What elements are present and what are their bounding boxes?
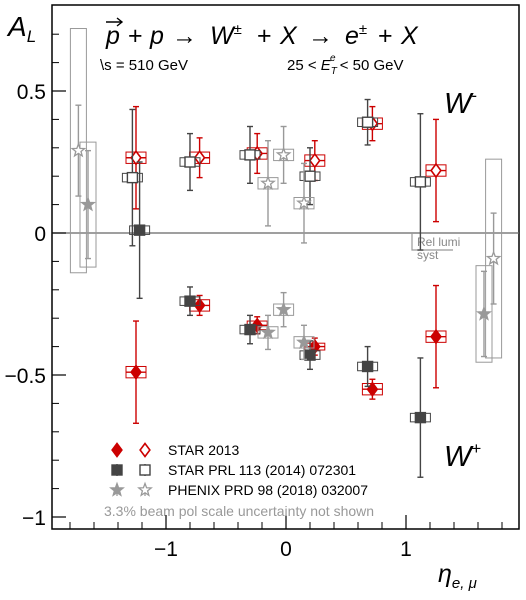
x-axis-label: ηe, μ [438, 560, 477, 592]
data-point [244, 149, 256, 161]
data-point [184, 156, 196, 168]
legend-entry: STAR PRL 113 (2014) 072301 [111, 462, 356, 478]
svg-text:p: p [105, 22, 120, 50]
y-tick-label: 0 [34, 223, 46, 246]
x-tick-label: 1 [400, 538, 412, 561]
legend-entry: STAR 2013 [111, 442, 240, 458]
data-point [130, 364, 142, 380]
footnote: 3.3% beam pol scale uncertainty not show… [104, 503, 374, 519]
data-point [414, 176, 427, 188]
data-point [361, 360, 374, 373]
reaction-title: p + p → W± + X → e± + X [105, 17, 419, 50]
svg-text:W±: W± [210, 21, 242, 50]
axes: 0.5 0 −0.5 −1 −1 0 1 [5, 33, 503, 561]
series-square-closed [129, 161, 431, 478]
data-point [414, 411, 427, 424]
data-point [80, 196, 96, 212]
legend-label: STAR 2013 [168, 442, 240, 458]
data-point [430, 162, 442, 179]
w-plus-label: W+ [444, 439, 481, 473]
svg-text:+: + [378, 22, 393, 50]
data-point [304, 349, 316, 361]
legend-marker-open [139, 464, 151, 476]
svg-text:X: X [279, 22, 298, 50]
legend-marker-closed [111, 464, 123, 476]
data-point [126, 171, 139, 184]
sys-box [485, 158, 503, 359]
y-tick-label: −1 [22, 507, 46, 530]
et-cut-label: 25 < ETe < 50 GeV [287, 53, 404, 77]
data-point [275, 301, 292, 317]
data-point [308, 152, 321, 169]
svg-text:+: + [128, 22, 143, 50]
y-tick-label: −0.5 [5, 365, 46, 388]
data-point [260, 174, 276, 191]
data-point [244, 323, 256, 336]
data-point [70, 142, 87, 158]
data-point [133, 224, 146, 236]
svg-text:X: X [400, 22, 419, 50]
data-point [485, 250, 502, 266]
rel-lumi-text-1: Rel lumi [417, 235, 460, 249]
data-point [184, 295, 196, 307]
data-marks [69, 28, 503, 478]
data-point [296, 333, 312, 350]
data-point [430, 328, 442, 345]
legend-entry: PHENIX PRD 98 (2018) 032007 [109, 481, 368, 498]
energy-label: \s = 510 GeV [100, 57, 188, 74]
data-point [275, 146, 292, 162]
svg-text:p: p [149, 22, 164, 50]
y-axis-label: AL [6, 11, 36, 46]
series-diamond-closed [125, 284, 447, 424]
svg-text:+: + [257, 22, 272, 50]
svg-text:→: → [172, 22, 197, 50]
legend-marker-open [137, 481, 153, 497]
legend: STAR 2013 STAR PRL 113 (2014) 072301 PHENI… [109, 442, 368, 498]
series-star-open [69, 28, 503, 359]
sys-box [69, 28, 87, 274]
rel-lumi-text-2: syst [417, 248, 439, 262]
legend-marker-closed [109, 481, 125, 497]
sys-box [475, 265, 493, 363]
w-minus-label: W- [444, 86, 477, 120]
y-tick-label: 0.5 [17, 81, 46, 104]
data-point [476, 305, 492, 321]
data-point [304, 170, 316, 182]
svg-text:e±: e± [345, 21, 367, 50]
legend-label: STAR PRL 113 (2014) 072301 [168, 462, 356, 478]
x-tick-label: −1 [154, 538, 178, 561]
data-point [296, 194, 312, 210]
data-point [260, 324, 276, 340]
series-diamond-open [125, 105, 447, 223]
rel-lumi-annotation: Rel lumi syst [411, 233, 460, 262]
legend-label: PHENIX PRD 98 (2018) 032007 [168, 482, 368, 498]
sys-box [79, 141, 97, 268]
x-tick-label: 0 [280, 538, 292, 561]
svg-text:→: → [308, 22, 333, 50]
legend-marker-open [139, 442, 151, 458]
series-square-open [121, 98, 431, 251]
data-point [366, 381, 379, 398]
legend-marker-closed [111, 442, 123, 458]
data-point [361, 116, 374, 128]
